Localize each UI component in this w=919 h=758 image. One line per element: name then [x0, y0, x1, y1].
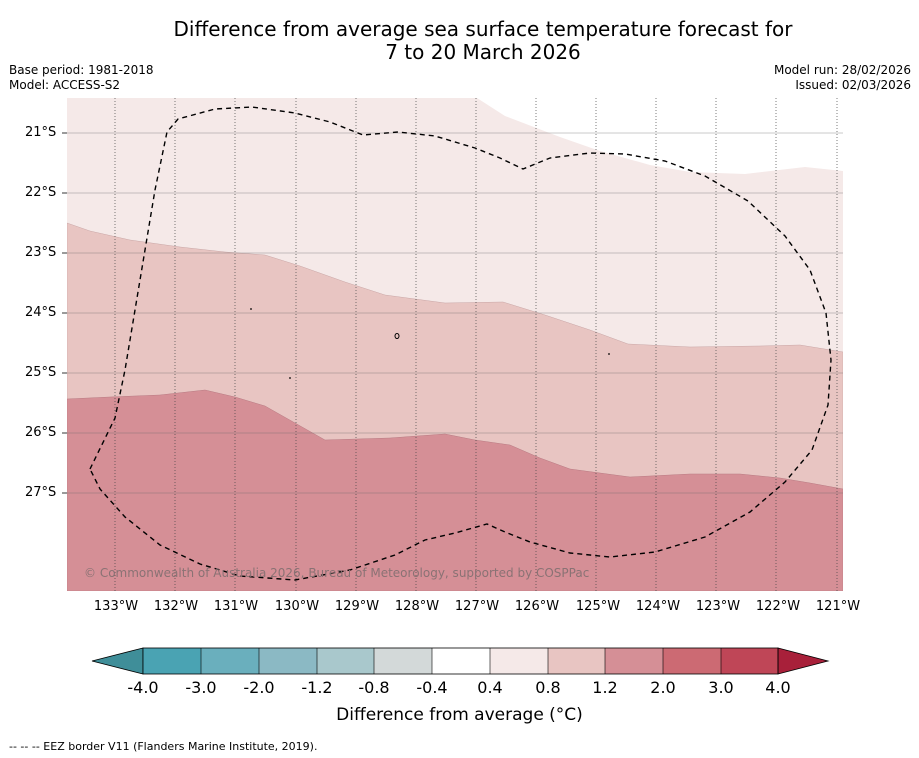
copyright-text: © Commonwealth of Australia 2026, Bureau… [84, 566, 589, 580]
colorbar-dividers [200, 648, 722, 674]
chart-title: Difference from average sea surface temp… [0, 18, 919, 64]
colorbar-swatch [663, 648, 721, 674]
issued-date: Issued: 02/03/2026 [795, 78, 911, 92]
colorbar-swatch [605, 648, 663, 674]
colorbar-tick: -0.4 [416, 678, 448, 697]
colorbar-swatch [259, 648, 317, 674]
lon-label: 122°W [755, 599, 801, 614]
lat-label: 25°S [25, 365, 57, 380]
lon-label: 130°W [274, 599, 320, 614]
title-line-2: 7 to 20 March 2026 [385, 40, 581, 64]
island-marker [250, 308, 252, 310]
island-marker [608, 353, 610, 355]
colorbar-tick: 0.4 [477, 678, 503, 697]
lat-label: 24°S [25, 305, 57, 320]
colorbar-tick: -1.2 [301, 678, 333, 697]
lon-label: 127°W [454, 599, 500, 614]
lon-label: 132°W [153, 599, 199, 614]
colorbar-outline [142, 647, 779, 675]
lat-label: 23°S [25, 245, 57, 260]
lon-label: 124°W [635, 599, 681, 614]
island-marker [394, 333, 400, 339]
colorbar-extend-low [91, 647, 144, 675]
colorbar-swatch [201, 648, 259, 674]
colorbar-swatch [490, 648, 548, 674]
colorbar-tick: -2.0 [243, 678, 275, 697]
colorbar-tick: 1.2 [592, 678, 618, 697]
lon-label: 126°W [514, 599, 560, 614]
lon-label: 128°W [394, 599, 440, 614]
colorbar-tick: 0.8 [535, 678, 561, 697]
lon-label: 133°W [93, 599, 139, 614]
model-run: Model run: 28/02/2026 [773, 63, 911, 77]
lat-label: 26°S [25, 425, 57, 440]
model-name: Model: ACCESS-S2 [9, 78, 121, 92]
meta-right: Model run: 28/02/2026 Issued: 02/03/2026 [774, 63, 911, 93]
lon-label: 121°W [815, 599, 861, 614]
title-line-1: Difference from average sea surface temp… [173, 17, 793, 41]
lon-label: 131°W [213, 599, 259, 614]
lon-label: 129°W [334, 599, 380, 614]
colorbar-swatch [721, 648, 778, 674]
colorbar-swatch [432, 648, 490, 674]
latitude-ticks [62, 132, 67, 494]
colorbar-tick: 3.0 [708, 678, 734, 697]
lon-label: 123°W [695, 599, 741, 614]
lat-label: 22°S [25, 185, 57, 200]
colorbar-swatch [548, 648, 605, 674]
lon-label: 125°W [575, 599, 621, 614]
eez-footnote: -- -- -- EEZ border V11 (Flanders Marine… [9, 740, 318, 753]
map-area: © Commonwealth of Australia 2026, Bureau… [67, 98, 843, 591]
colorbar-tick: 4.0 [765, 678, 791, 697]
colorbar-swatch [317, 648, 374, 674]
meta-left: Base period: 1981-2018 Model: ACCESS-S2 [9, 63, 154, 93]
sst-band-1-2-2-0 [67, 389, 843, 591]
lat-label: 21°S [25, 125, 57, 140]
colorbar-title: Difference from average (°C) [336, 705, 583, 725]
colorbar [91, 647, 830, 675]
colorbar-tick: 2.0 [650, 678, 676, 697]
eez-border [89, 106, 832, 581]
colorbar-tick: -4.0 [127, 678, 159, 697]
base-period: Base period: 1981-2018 [9, 63, 154, 77]
island-marker [289, 377, 291, 379]
colorbar-swatch [143, 648, 201, 674]
latitude-gridlines [67, 132, 843, 494]
colorbar-swatch [374, 648, 432, 674]
lat-label: 27°S [25, 485, 57, 500]
colorbar-tick: -3.0 [185, 678, 217, 697]
longitude-gridlines [114, 98, 838, 591]
colorbar-tick: -0.8 [358, 678, 390, 697]
colorbar-extend-high [777, 647, 830, 675]
